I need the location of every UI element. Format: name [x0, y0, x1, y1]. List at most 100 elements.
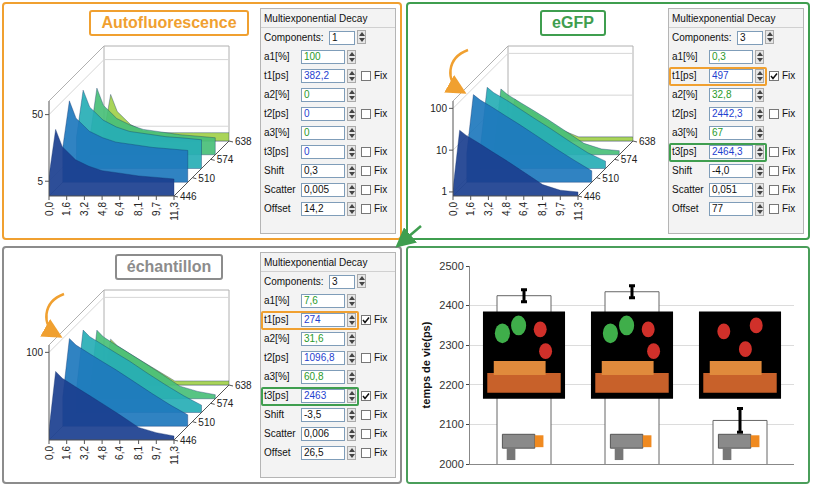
svg-text:638: 638: [235, 380, 252, 391]
svg-text:6,4: 6,4: [114, 202, 125, 216]
html-text:Shift: Shift: [672, 165, 692, 176]
svg-text:11,3: 11,3: [169, 202, 180, 221]
html-text:Multiexponential Decay: Multiexponential Decay: [672, 13, 776, 24]
svg-text:8,1: 8,1: [133, 202, 144, 216]
svg-text:6,4: 6,4: [518, 202, 529, 216]
svg-text:2500: 2500: [439, 260, 463, 272]
svg-text:2400: 2400: [439, 299, 463, 311]
svg-text:2200: 2200: [439, 379, 463, 391]
svg-text:11,3: 11,3: [573, 202, 584, 221]
html-text:14,2: 14,2: [304, 203, 324, 214]
html-text:2442,3: 2442,3: [712, 108, 743, 119]
html-text:Autofluorescence: Autofluorescence: [101, 14, 237, 31]
svg-text:8,1: 8,1: [537, 202, 548, 216]
svg-text:10: 10: [436, 145, 448, 156]
html-text:-4,0: -4,0: [712, 165, 730, 176]
html-text:32,8: 32,8: [712, 89, 732, 100]
svg-text:510: 510: [198, 417, 215, 428]
svg-text:9,7: 9,7: [151, 446, 162, 460]
html-text:t3[ps]: t3[ps]: [264, 146, 289, 157]
svg-text:574: 574: [621, 154, 638, 165]
html-text:t1[ps]: t1[ps]: [672, 70, 697, 81]
svg-text:4,8: 4,8: [501, 202, 512, 216]
svg-text:0,0: 0,0: [448, 202, 459, 216]
html-text:a3[%]: a3[%]: [672, 127, 698, 138]
html-text:Fix: Fix: [374, 184, 388, 195]
html-text:Components:: Components:: [672, 32, 732, 43]
html-text:Fix: Fix: [374, 108, 388, 119]
html-text:Fix: Fix: [782, 146, 796, 157]
svg-text:3,2: 3,2: [79, 446, 90, 460]
svg-text:2000: 2000: [439, 458, 463, 470]
svg-text:1,6: 1,6: [61, 446, 72, 460]
svg-text:3,2: 3,2: [483, 202, 494, 216]
html-text:a2[%]: a2[%]: [672, 89, 698, 100]
html-text:t1[ps]: t1[ps]: [264, 70, 289, 81]
html-text:Fix: Fix: [374, 146, 388, 157]
svg-text:temps de vie(ps): temps de vie(ps): [420, 321, 432, 408]
svg-text:2300: 2300: [439, 339, 463, 351]
html-text:0,3: 0,3: [304, 165, 318, 176]
svg-text:4,8: 4,8: [97, 202, 108, 216]
html-text:Components:: Components:: [264, 32, 324, 43]
svg-text:446: 446: [584, 191, 601, 202]
html-text:67: 67: [712, 127, 724, 138]
html-text:100: 100: [304, 51, 321, 62]
html-text:t3[ps]: t3[ps]: [672, 146, 697, 157]
svg-text:100: 100: [430, 103, 447, 114]
html-text:Shift: Shift: [264, 165, 284, 176]
svg-text:1,6: 1,6: [61, 202, 72, 216]
html-text:échantillon: échantillon: [126, 258, 212, 275]
svg-text:9,7: 9,7: [151, 202, 162, 216]
html-text:0,005: 0,005: [304, 184, 329, 195]
html-text:Fix: Fix: [374, 70, 388, 81]
svg-text:638: 638: [639, 136, 656, 147]
html-text:382,2: 382,2: [304, 70, 329, 81]
svg-text:510: 510: [602, 173, 619, 184]
html-text:a1[%]: a1[%]: [264, 51, 290, 62]
svg-text:0,0: 0,0: [44, 202, 55, 216]
svg-text:2100: 2100: [439, 418, 463, 430]
svg-text:100: 100: [26, 347, 43, 358]
html-text:2464,3: 2464,3: [712, 146, 743, 157]
html-text:Offset: Offset: [672, 203, 699, 214]
svg-text:4,8: 4,8: [97, 446, 108, 460]
svg-text:510: 510: [198, 173, 215, 184]
svg-text:1: 1: [441, 186, 447, 197]
html-text:Offset: Offset: [264, 203, 291, 214]
svg-text:638: 638: [235, 136, 252, 147]
svg-text:446: 446: [180, 191, 197, 202]
html-text:Scatter: Scatter: [264, 184, 296, 195]
html-text:Fix: Fix: [782, 203, 796, 214]
svg-text:574: 574: [217, 398, 234, 409]
html-text:Fix: Fix: [374, 203, 388, 214]
svg-text:1,6: 1,6: [465, 202, 476, 216]
html-text:t2[ps]: t2[ps]: [264, 108, 289, 119]
html-text:a2[%]: a2[%]: [264, 89, 290, 100]
svg-text:8,1: 8,1: [133, 446, 144, 460]
svg-text:3,2: 3,2: [79, 202, 90, 216]
svg-text:9,7: 9,7: [555, 202, 566, 216]
html-text:Fix: Fix: [782, 108, 796, 119]
html-text:497: 497: [712, 70, 729, 81]
html-text:t2[ps]: t2[ps]: [672, 108, 697, 119]
svg-text:574: 574: [217, 154, 234, 165]
html-text:Fix: Fix: [782, 184, 796, 195]
html-text:0,3: 0,3: [712, 51, 726, 62]
html-text:Fix: Fix: [782, 165, 796, 176]
html-text:a1[%]: a1[%]: [672, 51, 698, 62]
html-text:77: 77: [712, 203, 724, 214]
svg-text:6,4: 6,4: [114, 446, 125, 460]
html-text:eGFP: eGFP: [552, 14, 594, 31]
svg-text:11,3: 11,3: [169, 446, 180, 465]
html-text:Multiexponential Decay: Multiexponential Decay: [264, 13, 368, 24]
html-text:Fix: Fix: [782, 70, 796, 81]
html-text:a3[%]: a3[%]: [264, 127, 290, 138]
svg-text:50: 50: [32, 109, 44, 120]
svg-text:446: 446: [180, 435, 197, 446]
svg-text:0,0: 0,0: [44, 446, 55, 460]
html-text:Fix: Fix: [374, 165, 388, 176]
svg-text:5: 5: [37, 176, 43, 187]
html-text:0,051: 0,051: [712, 184, 737, 195]
html-text:Scatter: Scatter: [672, 184, 704, 195]
